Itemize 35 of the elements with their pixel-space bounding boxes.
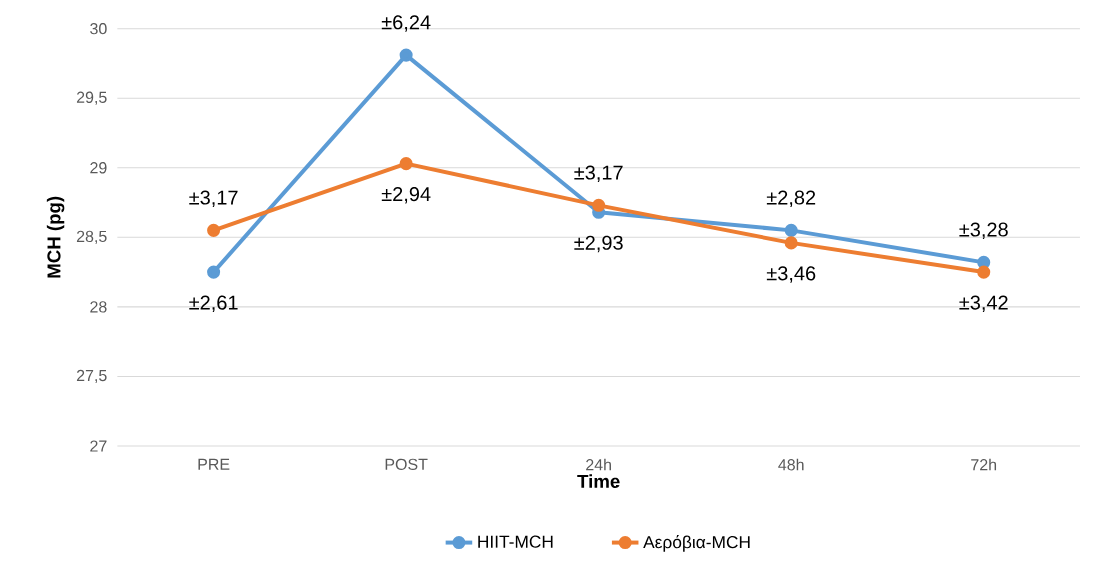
point [784, 223, 798, 237]
annotation: ±3,17 [574, 165, 623, 182]
x-tick-label: POST [385, 458, 428, 471]
point [399, 157, 413, 171]
y-axis-title: MCH (pg) [46, 196, 65, 278]
y-tick-label: 27 [90, 440, 107, 452]
point [784, 236, 798, 250]
point [977, 255, 991, 269]
annotation: ±2,82 [766, 190, 816, 207]
y-tick-label: 28,5 [76, 230, 107, 244]
y-tick-label: 29 [90, 162, 107, 174]
legend-label: HIIT-MCH [478, 535, 553, 548]
point [207, 223, 221, 237]
annotation: ±2,61 [189, 295, 238, 312]
point [592, 198, 606, 212]
x-tick-label: PRE [198, 458, 230, 470]
annotation: ±3,42 [959, 295, 1008, 312]
annotation: ±3,28 [959, 222, 1008, 239]
legend-label: Αερόβια-MCH [643, 535, 750, 552]
y-tick-label: 30 [90, 23, 107, 35]
x-tick-label: 24h [586, 458, 611, 471]
y-tick-label: 28 [90, 301, 107, 313]
annotation: ±2,94 [381, 186, 431, 204]
annotation: ±3,17 [189, 190, 238, 207]
annotation: ±3,46 [766, 266, 816, 283]
x-tick-label: 48h [778, 458, 804, 471]
y-tick-label: 29,5 [76, 91, 107, 105]
point [977, 265, 991, 279]
x-tick-label: 72h [971, 458, 997, 471]
annotation: ±2,93 [574, 235, 623, 253]
x-axis-title: Time [577, 474, 620, 488]
annotation: ±6,24 [381, 15, 431, 32]
y-tick-label: 27,5 [76, 369, 107, 384]
point [207, 265, 221, 279]
point [399, 48, 413, 62]
